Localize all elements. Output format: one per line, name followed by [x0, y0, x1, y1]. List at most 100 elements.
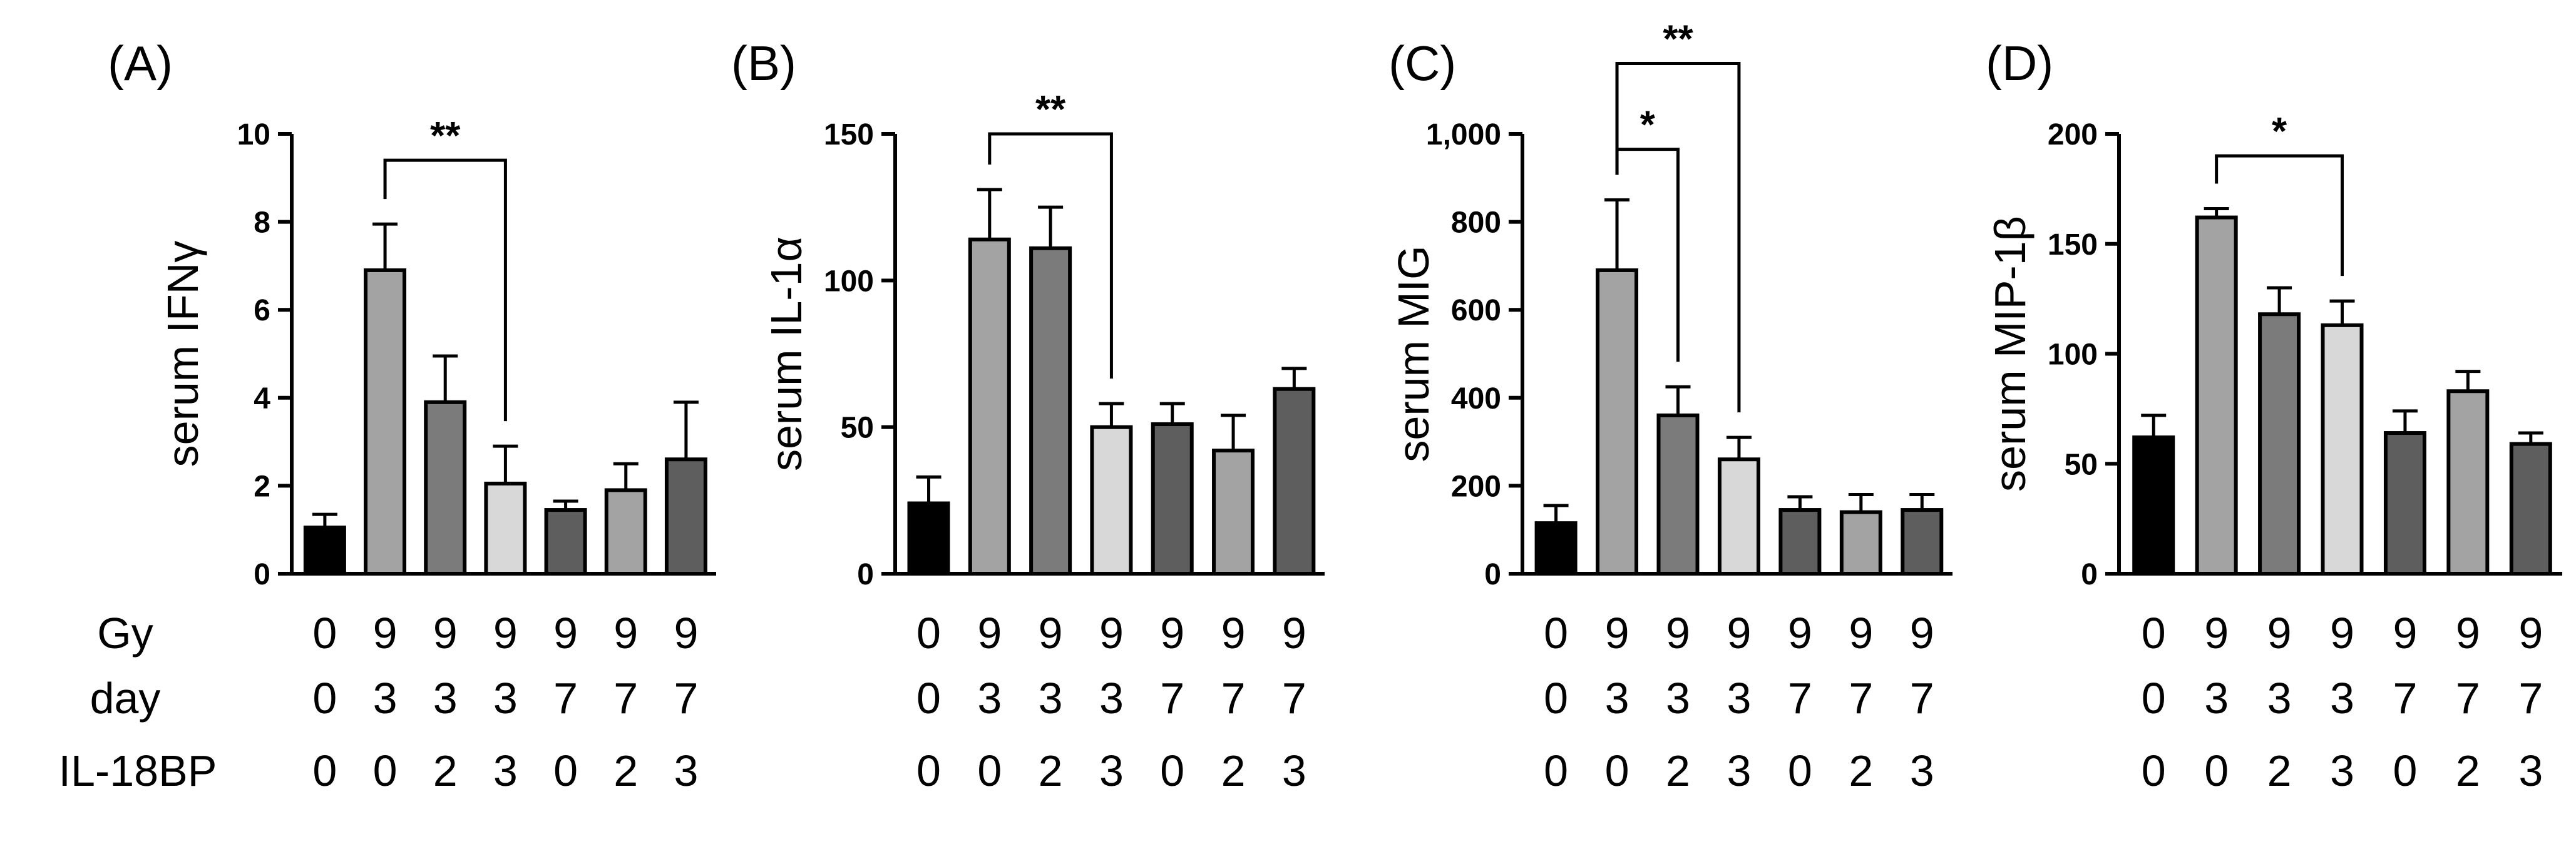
condition-value: 3 [1039, 674, 1063, 723]
condition-value: 3 [2204, 674, 2229, 723]
bar [2132, 435, 2175, 576]
condition-value: 9 [2204, 609, 2229, 658]
condition-value: 3 [2330, 674, 2354, 723]
condition-value: 0 [977, 746, 1002, 795]
bar [604, 488, 647, 576]
condition-row-label: Gy [97, 609, 153, 658]
condition-value: 9 [373, 609, 398, 658]
condition-value: 7 [1221, 674, 1246, 723]
condition-value: 7 [1910, 674, 1934, 723]
y-tick-label: 150 [2048, 228, 2098, 262]
condition-value: 0 [916, 609, 941, 658]
bar [424, 400, 467, 576]
y-tick-label: 6 [254, 294, 270, 327]
bar [664, 457, 707, 576]
bar [1839, 510, 1882, 576]
bar [1656, 413, 1700, 576]
significance-bracket [2215, 154, 2344, 277]
bar [2195, 215, 2238, 576]
condition-value: 2 [1039, 746, 1063, 795]
condition-row-label: day [90, 674, 161, 723]
bar [1090, 425, 1133, 576]
condition-value: 2 [433, 746, 458, 795]
condition-value: 3 [1910, 746, 1934, 795]
y-tick-label: 2 [254, 470, 270, 503]
condition-value: 3 [1282, 746, 1306, 795]
condition-value: 0 [2204, 746, 2229, 795]
significance-marker: ** [1035, 88, 1066, 131]
condition-value: 9 [2330, 609, 2354, 658]
y-axis-label: serum IFNγ [158, 241, 207, 467]
significance-marker: * [1640, 104, 1656, 147]
condition-value: 0 [2142, 609, 2166, 658]
y-tick-label: 0 [857, 558, 874, 591]
condition-value: 3 [2518, 746, 2543, 795]
significance-bracket [383, 158, 507, 422]
condition-value: 3 [2330, 746, 2354, 795]
bar [907, 501, 950, 576]
condition-value: 2 [1849, 746, 1873, 795]
bar [364, 268, 407, 576]
condition-value: 0 [2393, 746, 2417, 795]
panel-label: (A) [108, 36, 173, 91]
condition-value: 3 [1727, 746, 1751, 795]
condition-value: 9 [2267, 609, 2292, 658]
y-tick-label: 100 [2048, 338, 2098, 372]
condition-value: 7 [553, 674, 578, 723]
condition-value: 7 [1160, 674, 1184, 723]
bar [2509, 442, 2552, 576]
condition-value: 7 [2456, 674, 2480, 723]
significance-bracket [988, 132, 1113, 379]
condition-value: 9 [553, 609, 578, 658]
bar [2446, 389, 2490, 576]
condition-value: 0 [553, 746, 578, 795]
condition-value: 7 [1282, 674, 1306, 723]
condition-value: 0 [2142, 746, 2166, 795]
condition-value: 3 [373, 674, 398, 723]
bar [1029, 246, 1072, 576]
y-tick-label: 200 [2048, 118, 2098, 151]
condition-value: 9 [1849, 609, 1873, 658]
condition-value: 9 [1788, 609, 1812, 658]
condition-row-label: IL-18BP [59, 746, 217, 795]
y-tick-label: 200 [1451, 470, 1501, 503]
bar [1212, 449, 1255, 576]
condition-value: 0 [1605, 746, 1629, 795]
condition-value: 3 [977, 674, 1002, 723]
condition-value: 7 [2393, 674, 2417, 723]
bar [303, 526, 346, 576]
bar [1596, 268, 1639, 576]
condition-value: 2 [1666, 746, 1690, 795]
condition-value: 0 [2142, 674, 2166, 723]
bar [1778, 508, 1822, 576]
y-tick-label: 0 [2081, 558, 2098, 591]
condition-value: 9 [433, 609, 458, 658]
condition-value: 0 [1544, 674, 1568, 723]
condition-value: 9 [493, 609, 518, 658]
bar [1534, 521, 1578, 576]
condition-value: 2 [1221, 746, 1246, 795]
y-tick-label: 4 [254, 382, 270, 415]
bar [2258, 312, 2301, 576]
bar [1717, 457, 1760, 576]
condition-value: 9 [674, 609, 698, 658]
y-axis-label: serum MIP-1β [1986, 216, 2035, 492]
panel-label: (D) [1986, 36, 2053, 91]
bar [484, 481, 527, 576]
y-axis-label: serum MIG [1389, 245, 1438, 462]
condition-value: 9 [1160, 609, 1184, 658]
y-tick-label: 150 [824, 118, 874, 151]
y-tick-label: 8 [254, 206, 270, 240]
condition-value: 9 [1910, 609, 1934, 658]
condition-value: 0 [312, 609, 337, 658]
condition-value: 9 [2456, 609, 2480, 658]
condition-value: 3 [674, 746, 698, 795]
condition-value: 2 [2267, 746, 2292, 795]
condition-value: 3 [2267, 674, 2292, 723]
significance-marker: * [2272, 110, 2287, 153]
y-tick-label: 50 [841, 412, 874, 445]
